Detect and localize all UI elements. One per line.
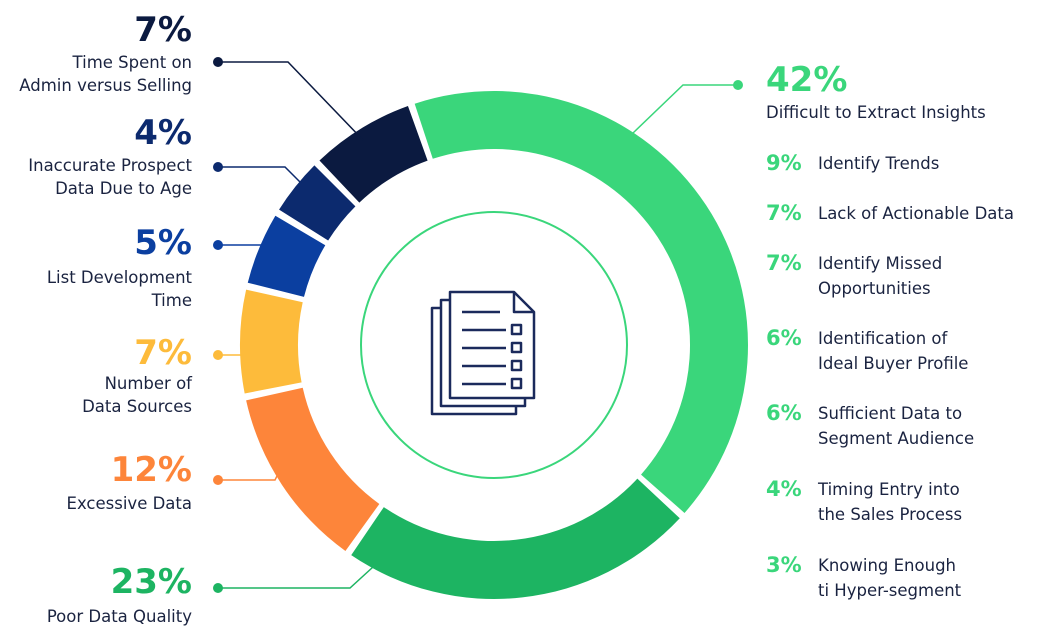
- leader-line: [218, 469, 281, 481]
- leader-dot: [213, 475, 223, 485]
- leader-dot: [213, 350, 223, 360]
- value-label: 12%: [110, 450, 192, 490]
- leader-dot: [213, 57, 223, 67]
- leader-line: [218, 166, 309, 191]
- category-label: Excessive Data: [66, 494, 192, 513]
- leader-line: [218, 566, 374, 589]
- donut-segment: [414, 91, 748, 513]
- value-label: 4%: [134, 113, 192, 153]
- document-icon: [430, 290, 536, 416]
- leader-dot: [213, 583, 223, 593]
- donut-segment: [240, 289, 303, 394]
- donut-segment: [247, 215, 326, 297]
- breakdown-label: Identify Missed Opportunities: [818, 254, 943, 298]
- breakdown-label: Knowing Enough ti Hyper-segment: [818, 556, 962, 600]
- donut-segment: [319, 106, 428, 203]
- breakdown-value: 6%: [766, 401, 802, 425]
- value-label: 7%: [134, 10, 192, 50]
- category-label: Poor Data Quality: [46, 607, 192, 626]
- value-label: 5%: [134, 223, 192, 263]
- category-label: Time Spent on Admin versus Selling: [19, 53, 192, 95]
- breakdown-label: Identification of Ideal Buyer Profile: [818, 329, 969, 373]
- breakdown-value: 7%: [766, 251, 802, 275]
- breakdown-label: Lack of Actionable Data: [818, 204, 1014, 223]
- leader-dot: [213, 162, 223, 172]
- breakdown-label: Identify Trends: [818, 154, 940, 173]
- value-label: 23%: [110, 562, 192, 602]
- breakdown-label: Timing Entry into the Sales Process: [818, 480, 963, 524]
- breakdown-value: 9%: [766, 151, 802, 175]
- leader-line: [218, 61, 364, 141]
- leader-line: [632, 84, 738, 134]
- leader-dot: [733, 80, 743, 90]
- breakdown-label: Sufficient Data to Segment Audience: [818, 404, 975, 448]
- leader-dot: [213, 240, 223, 250]
- inner-ring: [360, 211, 628, 479]
- category-label: Difficult to Extract Insights: [766, 103, 986, 122]
- category-label: Number of Data Sources: [82, 374, 192, 416]
- breakdown-value: 7%: [766, 201, 802, 225]
- donut-segment: [351, 478, 680, 600]
- category-label: Inaccurate Prospect Data Due to Age: [28, 156, 192, 198]
- value-label: 7%: [134, 333, 192, 373]
- category-label: List Development Time: [46, 268, 192, 310]
- breakdown-value: 3%: [766, 553, 802, 577]
- donut-segment: [246, 387, 380, 552]
- breakdown-value: 4%: [766, 477, 802, 501]
- donut-segment: [279, 165, 356, 241]
- breakdown-value: 6%: [766, 326, 802, 350]
- value-label: 42%: [766, 60, 848, 100]
